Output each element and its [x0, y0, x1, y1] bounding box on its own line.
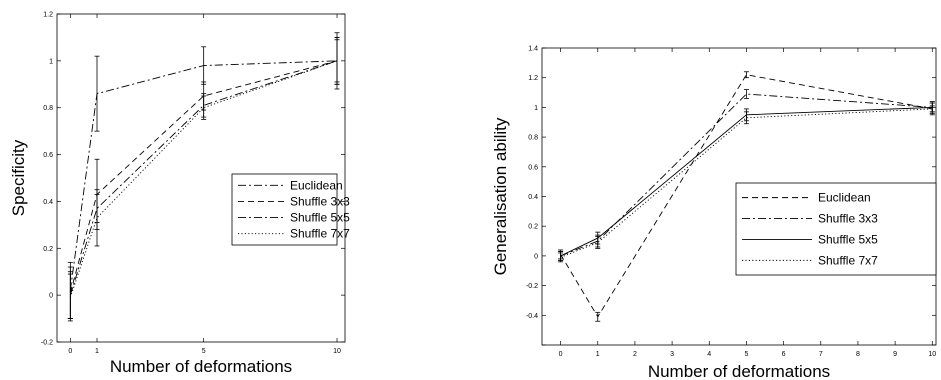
series-line-3 — [69, 60, 338, 296]
legend-entry-3: Shuffle 5x5 — [290, 211, 350, 225]
y-tick-label: 0.8 — [43, 105, 53, 112]
y-tick-label: 1.2 — [528, 75, 538, 82]
series-line-1 — [69, 60, 338, 291]
y-axis-label: Generalisation ability — [491, 117, 510, 275]
y-tick-label: 0.6 — [43, 152, 53, 159]
x-tick-label: 3 — [670, 351, 674, 358]
legend-entry-1: Euclidean — [290, 178, 343, 192]
series-line-4 — [560, 108, 933, 258]
x-tick-label: 5 — [202, 348, 206, 355]
legend-entry-1: Euclidean — [818, 191, 871, 205]
legend-entry-4: Shuffle 7x7 — [290, 227, 350, 241]
x-tick-label: 6 — [782, 351, 786, 358]
x-tick-label: 1 — [95, 348, 99, 355]
y-tick-label: 1 — [534, 105, 538, 112]
y-tick-label: 0.4 — [43, 199, 53, 206]
y-tick-label: 0.4 — [528, 194, 538, 201]
x-tick-label: 10 — [928, 351, 936, 358]
x-tick-label: 5 — [744, 351, 748, 358]
legend-entry-3: Shuffle 5x5 — [818, 232, 878, 246]
series-line-4 — [69, 60, 338, 298]
y-tick-label: 1.4 — [528, 46, 538, 53]
y-tick-label: 0 — [534, 253, 538, 260]
series-line-3 — [560, 106, 933, 257]
x-tick-label: 9 — [893, 351, 897, 358]
y-axis-label: Specificity — [9, 139, 28, 216]
legend-box — [735, 182, 937, 276]
legend-box — [231, 173, 338, 246]
y-tick-label: 0.2 — [43, 246, 53, 253]
x-tick-label: 0 — [68, 348, 72, 355]
y-tick-label: 0.2 — [528, 224, 538, 231]
series-line-2 — [69, 60, 338, 293]
x-tick-label: 1 — [596, 351, 600, 358]
y-tick-label: 1 — [49, 58, 53, 65]
y-tick-label: 1.2 — [43, 12, 53, 19]
x-tick-label: 7 — [819, 351, 823, 358]
legend-entry-2: Shuffle 3x3 — [818, 212, 878, 226]
y-tick-label: 0.6 — [528, 164, 538, 171]
legend-entry-2: Shuffle 3x3 — [290, 194, 350, 208]
y-tick-label: -0.4 — [526, 313, 538, 320]
x-tick-label: 0 — [559, 351, 563, 358]
x-axis-label: Number of deformations — [110, 357, 292, 376]
chart-panel-1: 0 1 5 10 -0.2 0 0.2 0.4 0.6 0.8 1 1.2 Number of defo… — [9, 12, 350, 377]
legend: Euclidean Shuffle 3x3 Shuffle 5x5 Shuffle 7… — [231, 173, 350, 246]
y-tick-label: 0 — [49, 293, 53, 300]
x-tick-label: 2 — [633, 351, 637, 358]
y-tick-label: -0.2 — [526, 283, 538, 290]
series-line-2 — [560, 93, 933, 257]
y-tick-label: 0.8 — [528, 135, 538, 142]
chart-panel-2: 0 1 2 3 4 5 6 7 8 9 10 -0.4 -0.2 0 0.2 0.4 0.6 0.8 1 1.2 1.4… — [491, 46, 937, 380]
plot-frame — [56, 13, 346, 343]
legend-entry-4: Shuffle 7x7 — [818, 253, 878, 267]
legend: Euclidean Shuffle 3x3 Shuffle 5x5 Shuffle 7… — [735, 182, 937, 276]
x-tick-label: 10 — [333, 348, 341, 355]
x-tick-label: 4 — [707, 351, 711, 358]
y-tick-label: -0.2 — [41, 340, 53, 347]
x-tick-label: 8 — [856, 351, 860, 358]
x-axis-label: Number of deformations — [648, 362, 830, 380]
series-line-1 — [560, 74, 933, 318]
